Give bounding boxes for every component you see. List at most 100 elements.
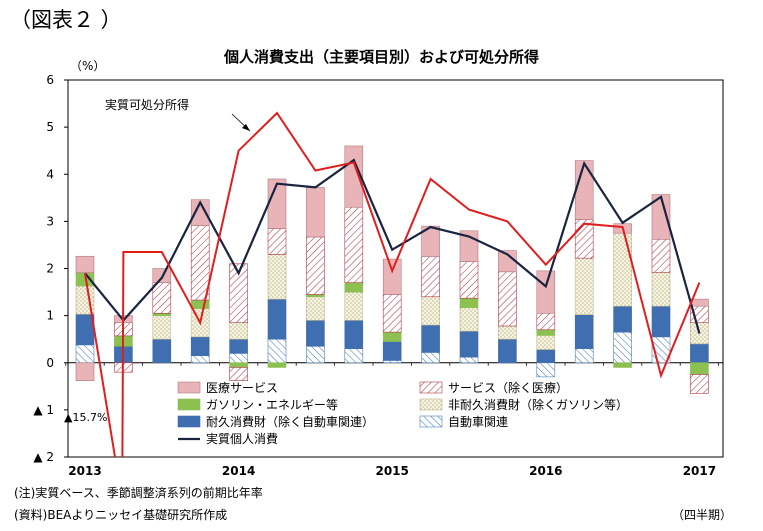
bar-medical: [190, 199, 210, 226]
bar-nondurable: [574, 257, 594, 315]
bar-services: [229, 263, 248, 323]
bar-services: [190, 225, 210, 301]
bar-nondurable: [229, 322, 248, 340]
y-tick-label: 6: [46, 73, 54, 87]
bar-auto: [229, 353, 248, 364]
bar-durable: [690, 343, 709, 364]
y-tick-label: 0: [46, 356, 54, 370]
bar-durable: [344, 320, 364, 349]
bar-durable: [459, 330, 479, 358]
line-real-disposable-income: [84, 111, 701, 458]
bar-services: [229, 367, 248, 381]
bar-gasoline: [306, 294, 325, 298]
bar-services: [498, 271, 517, 327]
bar-services: [382, 294, 402, 333]
bar-durable: [306, 320, 325, 347]
bar-services: [306, 236, 325, 295]
bar-auto: [574, 348, 594, 364]
bar-medical: [536, 270, 556, 314]
bar-durable: [536, 349, 556, 364]
bar-gasoline: [690, 362, 709, 375]
bar-services: [536, 312, 556, 331]
bar-durable: [382, 341, 402, 361]
bar-auto: [344, 348, 364, 364]
bar-services: [152, 282, 172, 314]
bar-auto: [459, 356, 479, 364]
bar-medical: [75, 362, 95, 381]
x-tick-label: 2013: [68, 464, 101, 478]
legend-swatch-durable: [177, 415, 201, 428]
bar-medical: [306, 187, 325, 238]
bar-durable: [75, 313, 95, 346]
bar-durable: [190, 336, 210, 356]
y-tick-label: ▲ 2: [33, 450, 54, 464]
x-tick-label: 2015: [375, 464, 408, 478]
y-tick-label: 2: [46, 262, 54, 276]
bar-services: [651, 238, 671, 273]
bar-services: [574, 219, 594, 259]
bar-nondurable: [306, 296, 325, 321]
annotation-income-label: 実質可処分所得: [105, 97, 189, 112]
figure-label: （図表２ ）: [10, 8, 122, 32]
annotation-income-min: ▲15.7%: [64, 411, 107, 424]
bar-gasoline: [229, 362, 248, 368]
annotation-arrow-head: [242, 124, 250, 131]
y-tick-label: 3: [46, 214, 54, 228]
bar-durable: [229, 338, 248, 354]
note-line-2: (資料)BEAよりニッセイ基礎研究所作成: [14, 508, 228, 522]
legend-swatch-services: [419, 381, 443, 394]
bar-services: [690, 374, 709, 394]
legend-label-services: サービス（除く医療）: [448, 380, 568, 395]
bar-nondurable: [459, 307, 479, 332]
period-unit-label: （四半期）: [672, 508, 733, 522]
legend-swatch-nondurable: [419, 398, 443, 411]
legend-swatch-gasoline: [177, 398, 201, 411]
bar-auto: [267, 338, 287, 364]
legend-swatch-medical: [177, 381, 201, 394]
bar-durable: [498, 338, 517, 364]
x-tick-label: 2014: [222, 464, 255, 478]
legend-label-consumption: 実質個人消費: [206, 431, 278, 446]
y-tick-label: ▲ 1: [33, 403, 54, 417]
bar-auto: [536, 362, 556, 378]
bar-auto: [613, 331, 632, 364]
bar-gasoline: [267, 362, 287, 368]
bar-services: [421, 256, 440, 298]
legend-label-gasoline: ガソリン・エネルギー等: [206, 398, 338, 412]
bar-nondurable: [613, 232, 632, 307]
bar-nondurable: [651, 271, 671, 307]
bar-durable: [651, 305, 671, 338]
chart-title: 個人消費支出（主要項目別）および可処分所得: [223, 48, 539, 66]
bar-gasoline: [344, 282, 364, 293]
bar-nondurable: [536, 335, 556, 350]
bar-nondurable: [344, 291, 364, 321]
legend-label-nondurable: 非耐久消費財（除くガソリン等）: [448, 397, 628, 412]
bar-durable: [421, 324, 440, 353]
bar-nondurable: [267, 254, 287, 300]
bar-gasoline: [382, 331, 402, 342]
legend-swatch-auto: [419, 415, 443, 428]
bar-medical: [651, 194, 671, 240]
bar-nondurable: [152, 315, 172, 340]
bar-auto: [382, 360, 402, 364]
bar-services: [459, 261, 479, 299]
bar-medical: [382, 258, 402, 295]
note-line-1: (注)実質ベース、季節調整済系列の前期比年率: [14, 486, 263, 500]
x-tick-label: 2017: [683, 464, 716, 478]
y-axis-label: （%）: [70, 59, 105, 73]
bar-durable: [613, 305, 632, 333]
bar-medical: [75, 255, 95, 274]
bar-auto: [75, 344, 95, 364]
bar-gasoline: [459, 297, 479, 308]
line-real-consumption: [84, 158, 701, 334]
bar-gasoline: [190, 299, 210, 309]
bar-durable: [574, 314, 594, 349]
legend-label-durable: 耐久消費財（除く自動車関連）: [206, 414, 374, 429]
bar-auto: [306, 345, 325, 364]
y-tick-label: 1: [46, 309, 54, 323]
y-tick-label: 5: [46, 120, 54, 134]
bar-medical: [344, 145, 364, 208]
legend-label-medical: 医療サービス: [206, 381, 278, 395]
